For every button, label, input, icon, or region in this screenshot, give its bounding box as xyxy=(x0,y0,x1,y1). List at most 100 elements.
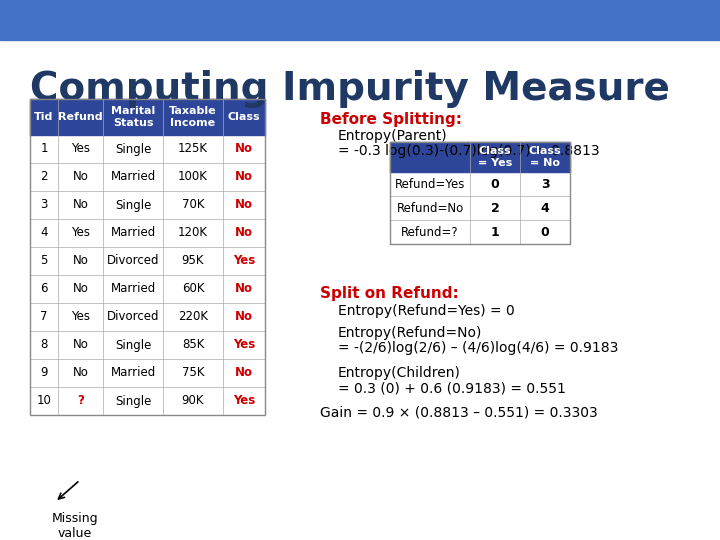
Text: Single: Single xyxy=(114,143,151,156)
Text: Class
= No: Class = No xyxy=(528,146,562,168)
Bar xyxy=(30,191,265,219)
Bar xyxy=(470,196,520,220)
Bar xyxy=(30,219,265,247)
Text: 4: 4 xyxy=(541,201,549,214)
Text: 70K: 70K xyxy=(181,199,204,212)
Text: Entropy(Refund=No): Entropy(Refund=No) xyxy=(338,326,482,340)
Text: Refund: Refund xyxy=(58,112,103,122)
Bar xyxy=(30,99,265,415)
Bar xyxy=(30,275,265,303)
Text: Marital
Status: Marital Status xyxy=(111,106,155,128)
Text: Gain = 0.9 × (0.8813 – 0.551) = 0.3303: Gain = 0.9 × (0.8813 – 0.551) = 0.3303 xyxy=(320,406,598,420)
Text: No: No xyxy=(235,199,253,212)
Text: 75K: 75K xyxy=(181,367,204,380)
Text: No: No xyxy=(235,171,253,184)
Text: 220K: 220K xyxy=(178,310,208,323)
Bar xyxy=(30,135,265,163)
Text: Refund=?: Refund=? xyxy=(401,226,459,239)
Text: No: No xyxy=(73,339,89,352)
Bar xyxy=(30,303,265,331)
Text: = -0.3 log(0.3)-(0.7)log(0.7) = 0.8813: = -0.3 log(0.3)-(0.7)log(0.7) = 0.8813 xyxy=(338,144,600,158)
Bar xyxy=(390,142,570,244)
Text: Computing Impurity Measure: Computing Impurity Measure xyxy=(30,70,670,108)
Text: No: No xyxy=(235,226,253,240)
Text: Before Splitting:: Before Splitting: xyxy=(320,112,462,127)
Text: 125K: 125K xyxy=(178,143,208,156)
Text: 2: 2 xyxy=(490,201,500,214)
Text: Class: Class xyxy=(228,112,261,122)
Text: 3: 3 xyxy=(541,178,549,191)
Text: Single: Single xyxy=(114,199,151,212)
Text: 1: 1 xyxy=(40,143,48,156)
Text: No: No xyxy=(235,310,253,323)
Text: No: No xyxy=(73,367,89,380)
Text: 120K: 120K xyxy=(178,226,208,240)
Bar xyxy=(520,196,570,220)
Text: Married: Married xyxy=(110,226,156,240)
Bar xyxy=(390,220,470,244)
Text: Yes: Yes xyxy=(233,395,255,408)
Text: 5: 5 xyxy=(40,254,48,267)
Text: Yes: Yes xyxy=(71,310,90,323)
Text: No: No xyxy=(235,282,253,295)
Text: 60K: 60K xyxy=(181,282,204,295)
Text: 9: 9 xyxy=(40,367,48,380)
Bar xyxy=(30,99,265,135)
Text: 95K: 95K xyxy=(181,254,204,267)
Text: Yes: Yes xyxy=(233,339,255,352)
Text: = -(2/6)log(2/6) – (4/6)log(4/6) = 0.9183: = -(2/6)log(2/6) – (4/6)log(4/6) = 0.918… xyxy=(338,341,618,355)
Text: Tid: Tid xyxy=(35,112,54,122)
Text: Divorced: Divorced xyxy=(107,310,159,323)
Text: Entropy(Refund=Yes) = 0: Entropy(Refund=Yes) = 0 xyxy=(338,304,515,318)
Text: 6: 6 xyxy=(40,282,48,295)
Bar xyxy=(520,172,570,196)
Text: Yes: Yes xyxy=(233,254,255,267)
Text: Entropy(Parent): Entropy(Parent) xyxy=(338,129,448,143)
Text: Married: Married xyxy=(110,282,156,295)
Text: 3: 3 xyxy=(40,199,48,212)
Bar xyxy=(470,142,520,172)
Bar xyxy=(390,172,470,196)
Text: 0: 0 xyxy=(541,226,549,239)
Text: Entropy(Children): Entropy(Children) xyxy=(338,366,461,380)
Bar xyxy=(30,359,265,387)
Bar xyxy=(30,247,265,275)
Bar xyxy=(390,196,470,220)
Text: Missing
value: Missing value xyxy=(52,512,99,540)
Text: 0: 0 xyxy=(490,178,500,191)
Bar xyxy=(30,387,265,415)
Text: No: No xyxy=(73,199,89,212)
Text: 90K: 90K xyxy=(181,395,204,408)
Text: 1: 1 xyxy=(490,226,500,239)
Text: Yes: Yes xyxy=(71,226,90,240)
Text: 100K: 100K xyxy=(178,171,208,184)
Text: Married: Married xyxy=(110,171,156,184)
Text: No: No xyxy=(235,143,253,156)
Text: Divorced: Divorced xyxy=(107,254,159,267)
Bar xyxy=(30,331,265,359)
Text: ?: ? xyxy=(77,395,84,408)
Text: 4: 4 xyxy=(40,226,48,240)
Text: Refund=Yes: Refund=Yes xyxy=(395,178,465,191)
Text: Single: Single xyxy=(114,339,151,352)
Text: Split on Refund:: Split on Refund: xyxy=(320,286,459,301)
Bar xyxy=(30,163,265,191)
Bar xyxy=(470,172,520,196)
Text: = 0.3 (0) + 0.6 (0.9183) = 0.551: = 0.3 (0) + 0.6 (0.9183) = 0.551 xyxy=(338,381,566,395)
Bar xyxy=(390,142,470,172)
Text: Yes: Yes xyxy=(71,143,90,156)
Text: No: No xyxy=(73,254,89,267)
Text: Single: Single xyxy=(114,395,151,408)
Text: Taxable
Income: Taxable Income xyxy=(169,106,217,128)
Bar xyxy=(520,220,570,244)
Bar xyxy=(470,220,520,244)
Text: No: No xyxy=(235,367,253,380)
Text: 85K: 85K xyxy=(182,339,204,352)
Text: Class
= Yes: Class = Yes xyxy=(478,146,512,168)
Text: No: No xyxy=(73,171,89,184)
Text: No: No xyxy=(73,282,89,295)
Bar xyxy=(520,142,570,172)
Text: Married: Married xyxy=(110,367,156,380)
Text: Refund=No: Refund=No xyxy=(397,201,464,214)
Text: 2: 2 xyxy=(40,171,48,184)
